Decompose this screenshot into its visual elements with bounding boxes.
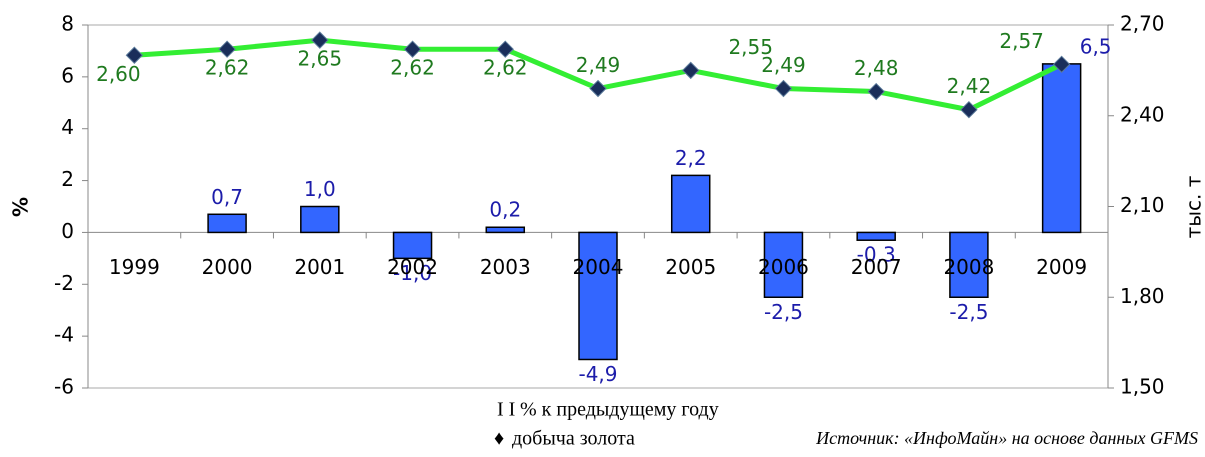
legend-marker: ♦ — [494, 428, 504, 450]
bar — [670, 174, 711, 234]
line-marker — [774, 79, 793, 98]
bar-value-label: -2,5 — [949, 300, 988, 324]
bar-value-label: 0,7 — [211, 185, 243, 209]
line-marker — [960, 100, 978, 119]
line-marker — [125, 46, 144, 64]
y-tick-label: 0 — [61, 219, 74, 243]
y-tick-label: 2 — [61, 167, 74, 191]
bar — [763, 231, 804, 298]
y-tick-label: 4 — [61, 115, 74, 139]
legend-marker: I I — [497, 399, 515, 421]
bar-value-label: 6,5 — [1080, 34, 1112, 58]
line-marker — [311, 31, 329, 49]
y2-tick-label: 1,80 — [1120, 284, 1165, 308]
bar — [207, 213, 247, 234]
bar-value-label: -2,5 — [764, 300, 803, 324]
bar-value-label: 1,0 — [304, 177, 336, 201]
legend-label: % к предыдущему году — [520, 399, 719, 421]
legend-label: добыча золота — [512, 428, 635, 450]
line-marker — [496, 40, 514, 58]
y2-tick-label: 2,70 — [1120, 12, 1165, 36]
x-tick-label: 2004 — [573, 255, 624, 279]
line-marker — [1052, 55, 1071, 74]
x-tick-label: 2008 — [943, 255, 994, 279]
x-tick-label: 2005 — [665, 255, 716, 279]
bar — [1041, 63, 1082, 234]
line-value-label: 2,55 — [728, 35, 773, 59]
x-tick-label: 2000 — [202, 255, 253, 279]
y2-axis-label: тыс. т — [1182, 175, 1205, 238]
y-axis-label: % — [9, 197, 33, 217]
source-note: Источник: «ИнфоМайн» на основе данных GF… — [815, 428, 1198, 448]
line-value-label: 2,48 — [854, 56, 899, 80]
line-marker — [682, 61, 700, 80]
line-value-label: 2,57 — [999, 29, 1044, 53]
bar — [578, 231, 618, 361]
x-tick-label: 2009 — [1036, 255, 1087, 279]
line-marker — [589, 79, 607, 98]
bar-value-label: 0,2 — [489, 198, 521, 222]
x-tick-label: 2003 — [480, 255, 531, 279]
x-tick-label: 2001 — [294, 255, 345, 279]
bar — [949, 231, 989, 298]
bar-value-label: -1,0 — [393, 261, 432, 285]
line-marker — [403, 40, 422, 58]
line-value-label: 2,60 — [96, 62, 141, 86]
line-value-label: 2,42 — [947, 74, 992, 98]
line-value-label: 2,62 — [205, 56, 250, 80]
y-tick-label: -2 — [54, 271, 74, 295]
line-value-label: 2,62 — [483, 56, 528, 80]
bar — [485, 226, 526, 234]
line-marker — [867, 82, 885, 101]
x-tick-label: 1999 — [109, 255, 160, 279]
line-value-label: 2,49 — [576, 53, 621, 77]
y2-tick-label: 1,50 — [1120, 375, 1165, 399]
y-tick-label: 8 — [61, 12, 74, 36]
bar — [392, 231, 433, 260]
x-tick-label: 2002 — [387, 255, 438, 279]
y2-tick-label: 2,10 — [1120, 193, 1165, 217]
line-value-label: 2,49 — [761, 53, 806, 77]
bar — [856, 231, 896, 241]
x-tick-label: 2006 — [758, 255, 809, 279]
line-marker — [218, 40, 236, 58]
bar-value-label: -0,3 — [857, 243, 896, 267]
x-tick-label: 2007 — [851, 255, 902, 279]
bar-value-label: -4,9 — [578, 362, 617, 386]
bar — [300, 205, 340, 234]
y-tick-label: -4 — [54, 323, 74, 347]
bar-value-label: 2,2 — [675, 146, 707, 170]
y-tick-label: -6 — [54, 375, 74, 399]
y2-tick-label: 2,40 — [1120, 102, 1165, 126]
legend: I I % к предыдущему году ♦ добыча золота — [494, 399, 719, 450]
y-tick-label: 6 — [61, 63, 74, 87]
line-value-label: 2,62 — [390, 56, 435, 80]
line-value-label: 2,65 — [298, 47, 343, 71]
